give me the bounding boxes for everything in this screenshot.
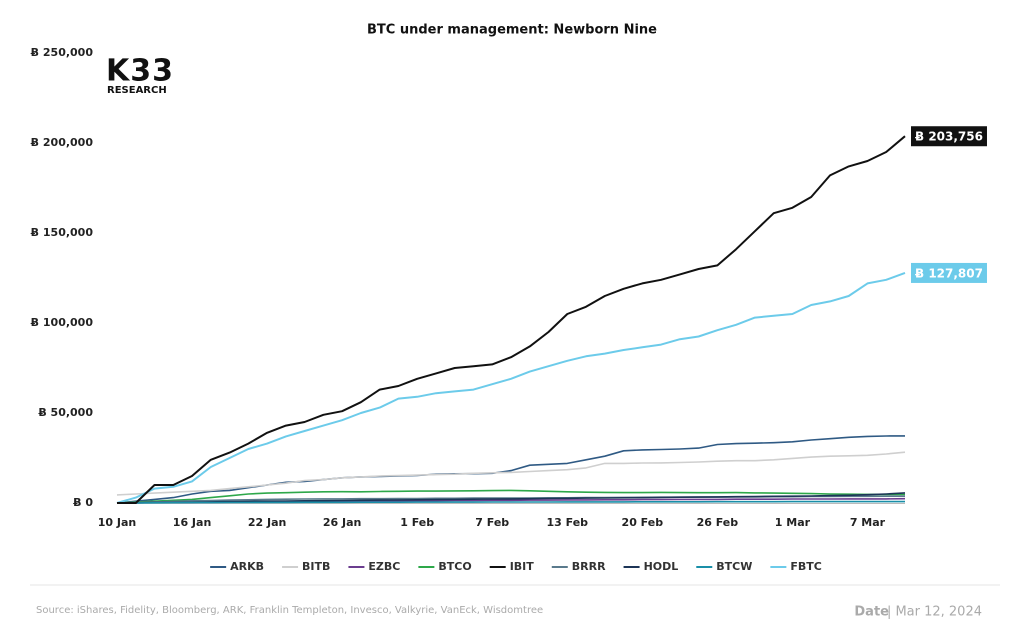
logo-name: K33	[106, 54, 174, 89]
legend-label: BTCO	[438, 560, 471, 573]
x-tick-label: 1 Mar	[775, 516, 811, 529]
y-tick-label: Ƀ 100,000	[31, 316, 94, 329]
legend-label: BITB	[302, 560, 330, 573]
source: Source: iShares, Fidelity, Bloomberg, AR…	[36, 605, 543, 616]
x-tick-label: 20 Feb	[622, 516, 664, 529]
series-line	[116, 451, 906, 496]
legend-label: IBIT	[510, 560, 535, 573]
series-line	[116, 489, 906, 504]
chart-title: BTC under management: Newborn Nine	[367, 23, 657, 38]
x-tick-label: 13 Feb	[547, 516, 589, 529]
legend-label: EZBC	[368, 560, 400, 573]
x-tick-label: 1 Feb	[400, 516, 434, 529]
value-label-box	[911, 262, 987, 283]
value-label: Ƀ 203,756	[915, 130, 983, 144]
series-line	[116, 500, 905, 504]
logo-subtitle: RESEARCH	[107, 85, 167, 96]
legend-label: BTCW	[716, 560, 752, 573]
y-tick-label: Ƀ 150,000	[31, 226, 94, 239]
y-tick-label: Ƀ 0	[73, 496, 93, 509]
x-tick-label: 22 Jan	[248, 516, 286, 529]
value-label-box	[911, 126, 987, 147]
x-tick-label: 7 Feb	[475, 516, 509, 529]
y-tick-label: Ƀ 50,000	[38, 406, 93, 419]
x-tick-label: 10 Jan	[98, 516, 136, 529]
legend-label: HODL	[644, 560, 679, 573]
legend-label: BRRR	[572, 560, 606, 573]
value-label: Ƀ 127,807	[915, 266, 983, 280]
x-tick-label: 26 Jan	[323, 516, 361, 529]
date: | Mar 12, 2024	[887, 605, 982, 620]
x-tick-label: 26 Feb	[697, 516, 739, 529]
series-line	[116, 271, 906, 504]
x-tick-label: 7 Mar	[850, 516, 886, 529]
x-tick-label: 16 Jan	[173, 516, 211, 529]
date-label: Date	[854, 605, 889, 620]
series-line	[116, 492, 906, 504]
y-tick-label: Ƀ 250,000	[31, 46, 94, 59]
series-line	[116, 435, 906, 504]
legend-label: FBTC	[790, 560, 821, 573]
y-tick-label: Ƀ 200,000	[31, 136, 94, 149]
series-line	[117, 135, 906, 504]
legend-label: ARKB	[230, 560, 264, 573]
